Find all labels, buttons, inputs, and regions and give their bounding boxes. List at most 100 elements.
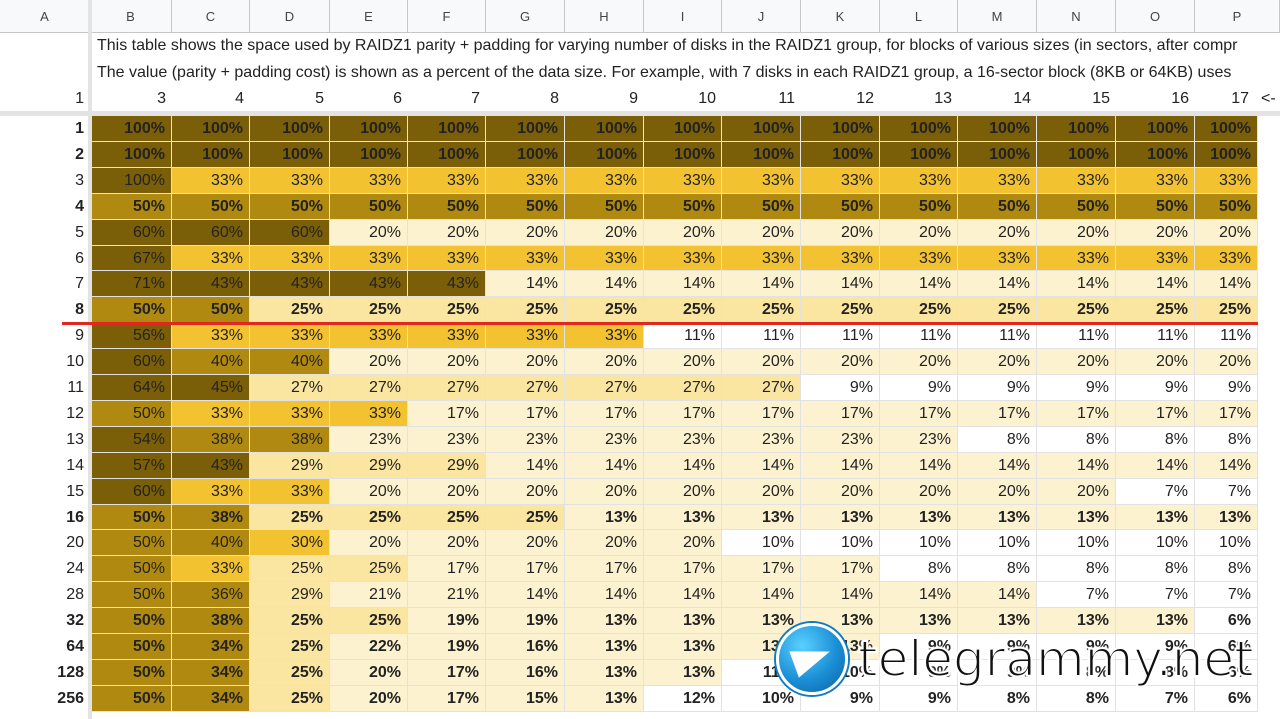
percent-cell[interactable]: 8% xyxy=(1116,556,1195,582)
percent-cell[interactable]: 14% xyxy=(722,582,801,608)
percent-cell[interactable]: 20% xyxy=(1195,349,1258,375)
percent-cell[interactable]: 8% xyxy=(1116,427,1195,453)
percent-cell[interactable]: 33% xyxy=(486,323,565,349)
percent-cell[interactable]: 33% xyxy=(250,246,330,271)
percent-cell[interactable]: 50% xyxy=(408,194,486,220)
percent-cell[interactable]: 20% xyxy=(330,220,408,246)
percent-cell[interactable]: 33% xyxy=(1195,246,1258,271)
percent-cell[interactable]: 25% xyxy=(330,505,408,530)
percent-cell[interactable]: 33% xyxy=(958,168,1037,194)
percent-cell[interactable]: 20% xyxy=(565,479,644,505)
percent-cell[interactable]: 100% xyxy=(90,142,172,168)
row-label[interactable]: 7 xyxy=(0,271,90,297)
percent-cell[interactable]: 71% xyxy=(90,271,172,297)
percent-cell[interactable]: 25% xyxy=(722,297,801,323)
percent-cell[interactable]: 11% xyxy=(644,323,722,349)
percent-cell[interactable]: 50% xyxy=(90,401,172,427)
frozen-row-divider[interactable] xyxy=(0,111,1280,116)
percent-cell[interactable]: 50% xyxy=(90,556,172,582)
note-line-2[interactable]: The value (parity + padding cost) is sho… xyxy=(97,64,1232,81)
percent-cell[interactable]: 34% xyxy=(172,660,250,686)
percent-cell[interactable]: 8% xyxy=(1195,556,1258,582)
percent-cell[interactable]: 100% xyxy=(90,116,172,142)
percent-cell[interactable]: 100% xyxy=(172,116,250,142)
percent-cell[interactable]: 33% xyxy=(722,246,801,271)
percent-cell[interactable]: 13% xyxy=(722,608,801,634)
percent-cell[interactable]: 14% xyxy=(644,271,722,297)
row-label[interactable]: 28 xyxy=(0,582,90,608)
disk-count-header[interactable]: 15 xyxy=(1092,90,1110,107)
percent-cell[interactable]: 60% xyxy=(172,220,250,246)
percent-cell[interactable]: 50% xyxy=(330,194,408,220)
percent-cell[interactable]: 38% xyxy=(172,608,250,634)
percent-cell[interactable]: 9% xyxy=(1116,375,1195,401)
percent-cell[interactable]: 17% xyxy=(408,556,486,582)
percent-cell[interactable]: 27% xyxy=(565,375,644,401)
percent-cell[interactable]: 33% xyxy=(880,168,958,194)
percent-cell[interactable]: 20% xyxy=(408,479,486,505)
percent-cell[interactable]: 14% xyxy=(486,582,565,608)
percent-cell[interactable]: 17% xyxy=(880,401,958,427)
percent-cell[interactable]: 11% xyxy=(958,323,1037,349)
disk-count-header[interactable]: 16 xyxy=(1171,90,1189,107)
percent-cell[interactable]: 9% xyxy=(958,375,1037,401)
percent-cell[interactable]: 20% xyxy=(1037,220,1116,246)
row-label[interactable]: 4 xyxy=(0,194,90,220)
percent-cell[interactable]: 33% xyxy=(565,246,644,271)
percent-cell[interactable]: 20% xyxy=(801,220,880,246)
percent-cell[interactable]: 25% xyxy=(880,297,958,323)
percent-cell[interactable]: 40% xyxy=(172,530,250,556)
percent-cell[interactable]: 20% xyxy=(486,220,565,246)
row-label[interactable]: 11 xyxy=(0,375,90,401)
percent-cell[interactable]: 50% xyxy=(90,582,172,608)
percent-cell[interactable]: 50% xyxy=(90,297,172,323)
row-label[interactable]: 3 xyxy=(0,168,90,194)
percent-cell[interactable]: 25% xyxy=(330,556,408,582)
percent-cell[interactable]: 14% xyxy=(486,453,565,479)
percent-cell[interactable]: 14% xyxy=(958,453,1037,479)
percent-cell[interactable]: 14% xyxy=(565,582,644,608)
percent-cell[interactable]: 17% xyxy=(644,556,722,582)
percent-cell[interactable]: 100% xyxy=(1037,142,1116,168)
percent-cell[interactable]: 67% xyxy=(90,246,172,271)
percent-cell[interactable]: 17% xyxy=(408,401,486,427)
percent-cell[interactable]: 17% xyxy=(801,556,880,582)
percent-cell[interactable]: 33% xyxy=(250,479,330,505)
percent-cell[interactable]: 25% xyxy=(565,297,644,323)
percent-cell[interactable]: 9% xyxy=(958,634,1037,660)
percent-cell[interactable]: 17% xyxy=(408,660,486,686)
percent-cell[interactable]: 14% xyxy=(486,271,565,297)
percent-cell[interactable]: 43% xyxy=(330,271,408,297)
percent-cell[interactable]: 19% xyxy=(408,634,486,660)
column-header-a[interactable]: A xyxy=(0,0,90,33)
percent-cell[interactable]: 25% xyxy=(250,634,330,660)
percent-cell[interactable]: 13% xyxy=(644,505,722,530)
percent-cell[interactable]: 20% xyxy=(565,530,644,556)
percent-cell[interactable]: 20% xyxy=(1037,349,1116,375)
percent-cell[interactable]: 14% xyxy=(958,582,1037,608)
overflow-text[interactable]: <- xyxy=(1261,90,1276,107)
percent-cell[interactable]: 50% xyxy=(172,194,250,220)
percent-cell[interactable]: 50% xyxy=(90,634,172,660)
percent-cell[interactable]: 22% xyxy=(330,634,408,660)
percent-cell[interactable]: 13% xyxy=(1195,505,1258,530)
percent-cell[interactable]: 20% xyxy=(958,220,1037,246)
percent-cell[interactable]: 6% xyxy=(1195,608,1258,634)
percent-cell[interactable]: 17% xyxy=(722,556,801,582)
percent-cell[interactable]: 100% xyxy=(250,116,330,142)
column-header-g[interactable]: G xyxy=(486,0,565,33)
percent-cell[interactable]: 43% xyxy=(172,271,250,297)
percent-cell[interactable]: 50% xyxy=(1116,194,1195,220)
percent-cell[interactable]: 33% xyxy=(644,246,722,271)
percent-cell[interactable]: 13% xyxy=(801,505,880,530)
row-label[interactable]: 16 xyxy=(0,505,90,530)
percent-cell[interactable]: 34% xyxy=(172,634,250,660)
percent-cell[interactable]: 13% xyxy=(880,608,958,634)
percent-cell[interactable]: 20% xyxy=(486,349,565,375)
column-header-o[interactable]: O xyxy=(1116,0,1195,33)
percent-cell[interactable]: 16% xyxy=(486,660,565,686)
percent-cell[interactable]: 14% xyxy=(1037,271,1116,297)
percent-cell[interactable]: 20% xyxy=(1116,349,1195,375)
percent-cell[interactable]: 23% xyxy=(801,427,880,453)
disk-count-header[interactable]: 14 xyxy=(1013,90,1031,107)
